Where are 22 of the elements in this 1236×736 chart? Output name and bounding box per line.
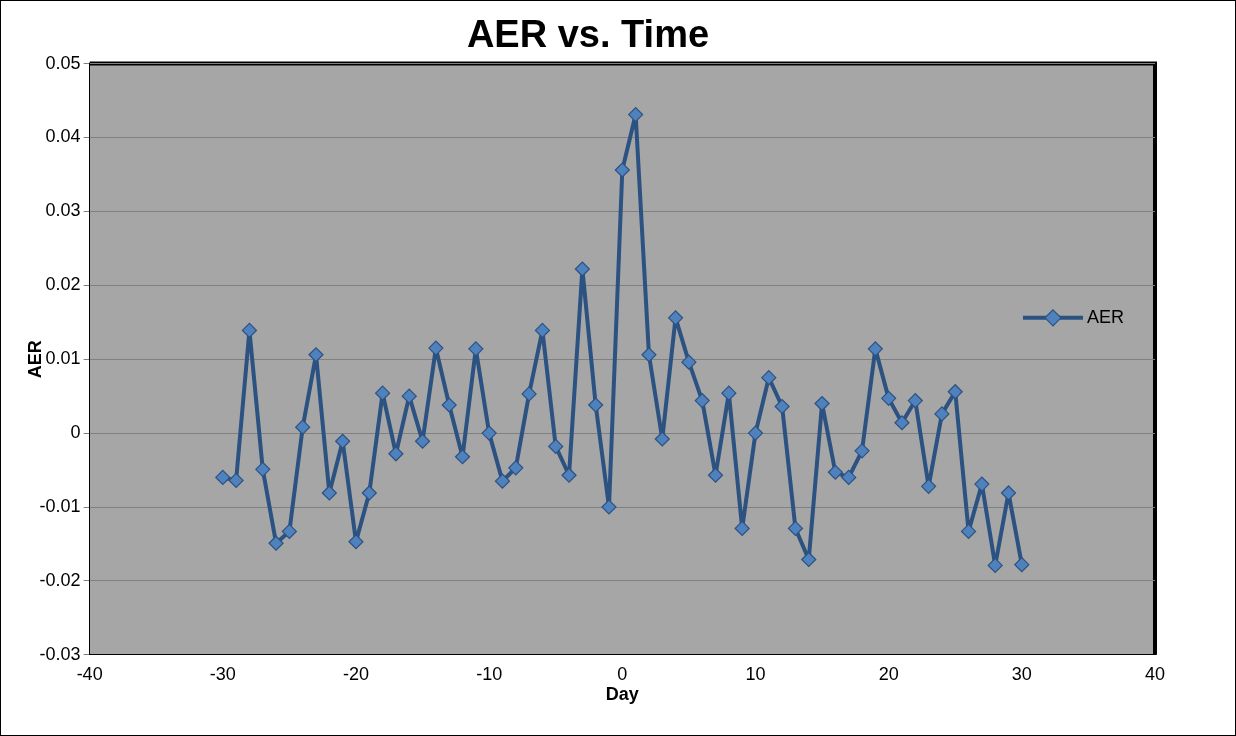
x-axis-title: Day	[605, 684, 639, 705]
legend-label: AER	[1086, 306, 1124, 327]
y-tick-label: 0.05	[45, 52, 81, 73]
x-tick-label: 0	[617, 663, 628, 684]
chart-title: AER vs. Time	[466, 13, 710, 56]
y-tick-label: 0.03	[45, 200, 81, 221]
x-tick-label: 40	[1144, 663, 1166, 684]
x-tick-label: -30	[209, 663, 236, 684]
x-tick-label: 30	[1011, 663, 1032, 684]
x-tick-label: -40	[76, 663, 103, 684]
y-tick-label: 0.02	[45, 274, 81, 295]
x-tick-label: 10	[745, 663, 766, 684]
x-tick-label: 20	[878, 663, 899, 684]
y-tick-label: -0.03	[39, 643, 81, 664]
x-tick-label: -20	[342, 663, 369, 684]
y-tick-label: 0.01	[45, 348, 81, 369]
y-tick-label: -0.02	[39, 569, 81, 590]
y-axis-title: AER	[24, 340, 45, 379]
y-tick-label: 0	[70, 422, 81, 443]
y-tick-label: -0.01	[39, 495, 81, 516]
y-tick-label: 0.04	[45, 126, 81, 147]
x-tick-label: -10	[476, 663, 503, 684]
